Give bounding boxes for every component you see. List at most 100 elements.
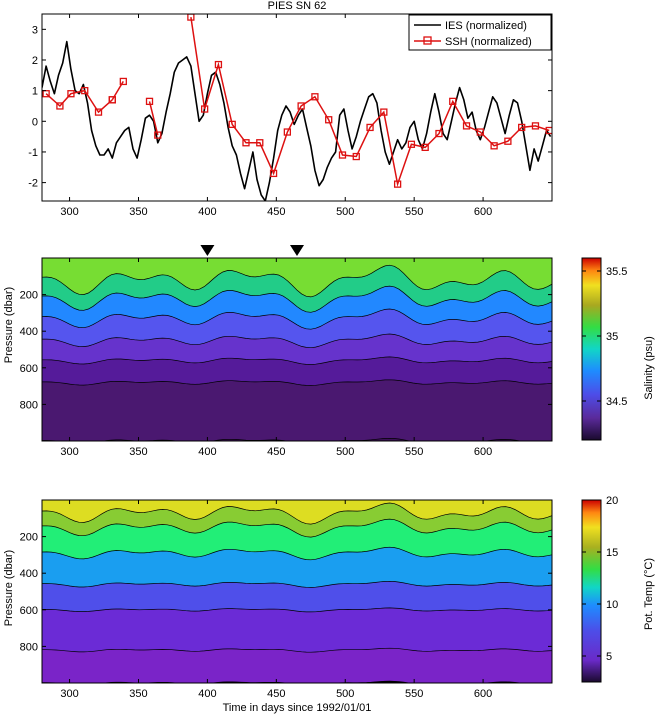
x-tick-label: 500 bbox=[336, 206, 354, 218]
y-tick-label: -1 bbox=[28, 147, 38, 159]
x-tick-label: 550 bbox=[405, 446, 423, 458]
ssh-point bbox=[154, 131, 162, 139]
temperature-section-chart: 300 350 400 450 500 550 600 200 400 600 800 Pressu… bbox=[3, 495, 655, 714]
x-tick-label: 550 bbox=[405, 206, 423, 218]
x-tick-label: 400 bbox=[198, 446, 216, 458]
ssh-point bbox=[242, 139, 250, 147]
ssh-series-line bbox=[45, 89, 113, 114]
y-tick-label: 200 bbox=[20, 532, 38, 544]
legend-marker-ssh bbox=[423, 36, 432, 45]
axes-frame bbox=[41, 13, 553, 202]
colorbar-ticks: 5 10 15 20 bbox=[582, 495, 618, 663]
ssh-point bbox=[490, 142, 498, 150]
x-tick-label: 600 bbox=[474, 446, 492, 458]
plot-area bbox=[42, 258, 552, 441]
ssh-point bbox=[67, 90, 75, 98]
ssh-point bbox=[56, 102, 64, 110]
colorbar-tick-label: 10 bbox=[606, 599, 618, 611]
x-tick-label: 600 bbox=[474, 688, 492, 700]
legend-label-ssh: SSH (normalized) bbox=[445, 36, 532, 48]
y-tick-label: 200 bbox=[20, 290, 38, 302]
y-tick-label: 800 bbox=[20, 399, 38, 411]
ssh-point bbox=[380, 108, 388, 116]
chart-title: PIES SN 62 bbox=[268, 0, 327, 12]
y-tick-label: 1 bbox=[32, 86, 38, 98]
ssh-point bbox=[352, 152, 360, 161]
x-tick-label: 600 bbox=[474, 206, 492, 218]
plot-area bbox=[42, 500, 552, 683]
x-tick-label: 400 bbox=[198, 688, 216, 700]
x-tick-label: 450 bbox=[267, 206, 285, 218]
plot-area bbox=[42, 14, 552, 201]
ssh-point bbox=[393, 180, 402, 188]
y-axis-label: Pressure (dbar) bbox=[3, 287, 15, 363]
ssh-point bbox=[462, 122, 471, 130]
ssh-point bbox=[545, 126, 552, 135]
colorbar-tick-label: 34.5 bbox=[606, 396, 627, 408]
ssh-point bbox=[476, 128, 484, 136]
event-marker-triangle bbox=[290, 245, 304, 256]
ssh-point bbox=[81, 86, 89, 95]
ssh-point bbox=[108, 96, 116, 104]
ssh-point bbox=[338, 151, 347, 159]
ssh-point bbox=[449, 97, 457, 106]
ssh-point bbox=[311, 93, 319, 101]
y-axis-label: Pressure (dbar) bbox=[3, 550, 15, 626]
legend-label-ies: IES (normalized) bbox=[445, 20, 527, 32]
x-tick-label: 350 bbox=[129, 688, 147, 700]
legend-box bbox=[408, 14, 552, 51]
ssh-point bbox=[94, 108, 103, 116]
colorbar-tick-label: 5 bbox=[606, 651, 612, 663]
event-marker-triangle bbox=[200, 245, 215, 256]
ssh-point bbox=[325, 116, 333, 124]
legend: IES (normalized) SSH (normalized) bbox=[408, 14, 552, 51]
ssh-point bbox=[297, 102, 305, 110]
ssh-point bbox=[228, 120, 236, 129]
y-tick-label: 2 bbox=[32, 55, 38, 67]
ies-ssh-chart: PIES SN 62 300 350 400 450 500 550 600-2-10123… bbox=[28, 0, 553, 218]
x-tick-label: 300 bbox=[60, 446, 78, 458]
ssh-point bbox=[145, 97, 154, 106]
colorbar-ticks: 34.5 35 35.5 bbox=[582, 266, 627, 408]
ssh-point bbox=[435, 129, 443, 138]
axes-frame bbox=[41, 257, 553, 442]
ssh-point bbox=[42, 90, 50, 98]
ies-series-line bbox=[42, 40, 552, 201]
x-tick-label: 450 bbox=[267, 446, 285, 458]
ssh-point bbox=[504, 137, 512, 145]
x-tick-label: 350 bbox=[129, 206, 147, 218]
axes: 300 350 400 450 500 550 600 -2 -1 0 1 2 3 bbox=[28, 14, 552, 218]
x-tick-label: 400 bbox=[198, 206, 216, 218]
colorbar-tick-label: 20 bbox=[606, 495, 618, 507]
colorbar-label: Pot. Temp (°C) bbox=[643, 558, 655, 630]
y-tick-label: 600 bbox=[20, 363, 38, 375]
contour-band bbox=[42, 647, 552, 683]
temperature-colorbar bbox=[581, 499, 602, 683]
ssh-point bbox=[366, 123, 374, 132]
salinity-colorbar bbox=[581, 257, 602, 441]
salinity-section-chart: 300 350 400 450 500 550 600 200 400 600 800 Pressu… bbox=[3, 245, 655, 458]
x-tick-label: 300 bbox=[60, 688, 78, 700]
event-markers bbox=[200, 245, 304, 256]
x-tick-label: 500 bbox=[336, 446, 354, 458]
ssh-point bbox=[214, 60, 223, 69]
ssh-point bbox=[269, 169, 278, 178]
y-tick-label: -2 bbox=[28, 178, 38, 190]
y-tick-label: 600 bbox=[20, 605, 38, 617]
x-tick-label: 300 bbox=[60, 206, 78, 218]
x-tick-label: 450 bbox=[267, 688, 285, 700]
ssh-point bbox=[531, 122, 540, 130]
y-tick-label: 400 bbox=[20, 568, 38, 580]
y-tick-label: 400 bbox=[20, 326, 38, 338]
colorbar-tick-label: 35 bbox=[606, 331, 618, 343]
x-tick-label: 500 bbox=[336, 688, 354, 700]
ssh-point bbox=[421, 143, 429, 152]
ssh-point bbox=[407, 140, 416, 148]
y-tick-label: 0 bbox=[32, 116, 38, 128]
x-tick-label: 350 bbox=[129, 446, 147, 458]
colorbar-tick-label: 15 bbox=[606, 547, 618, 559]
colorbar-label: Salinity (psu) bbox=[643, 336, 655, 400]
x-tick-label: 550 bbox=[405, 688, 423, 700]
ssh-point bbox=[119, 77, 127, 86]
